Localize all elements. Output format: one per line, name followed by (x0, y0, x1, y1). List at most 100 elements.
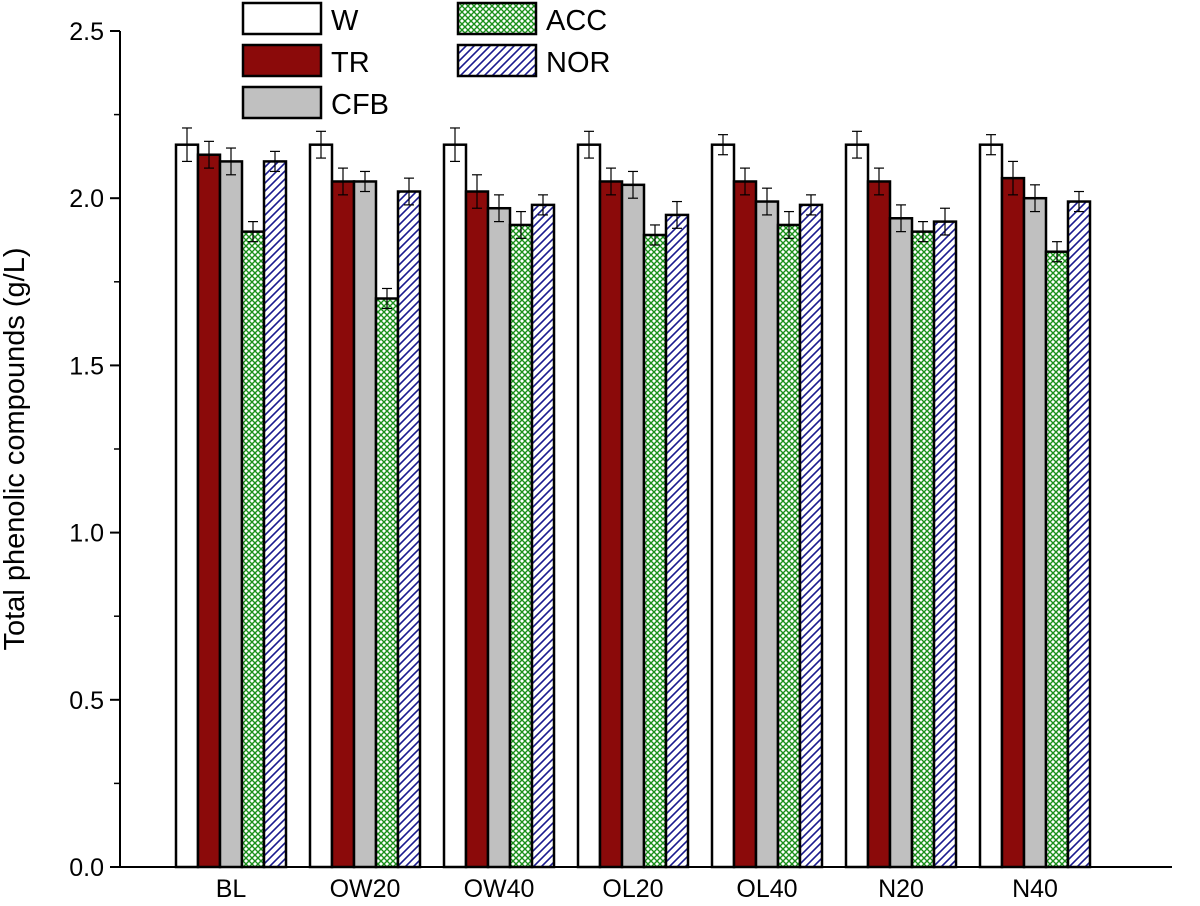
legend-label-nor: NOR (546, 47, 610, 79)
legend-item-w: W (241, 1, 359, 37)
error-bar-tr-n20 (874, 167, 884, 196)
x-tick-label-bl: BL (216, 875, 247, 903)
y-tick-label-2.5: 2.5 (69, 18, 104, 46)
bar-nor-n20 (932, 220, 958, 869)
error-bar-nor-n20 (940, 207, 950, 236)
bar-cfb-ol40 (754, 200, 780, 869)
error-bar-cfb-ow20 (360, 170, 370, 193)
bar-nor-ow20 (396, 190, 422, 869)
y-tick-label-2.0: 2.0 (69, 185, 104, 213)
legend: W TR CFB ACC NOR (241, 1, 610, 121)
error-bar-tr-ow20 (338, 167, 348, 196)
bar-tr-ow20 (330, 180, 356, 869)
bar-cfb-n40 (1022, 196, 1048, 869)
legend-item-nor: NOR (456, 43, 610, 79)
bar-tr-n20 (866, 180, 892, 869)
legend-item-cfb: CFB (241, 85, 389, 121)
bar-acc-bl (240, 230, 266, 869)
legend-label-acc: ACC (546, 5, 607, 37)
error-bar-w-ow40 (450, 127, 460, 163)
error-bar-cfb-ow40 (494, 194, 504, 223)
bar-nor-ow40 (530, 203, 556, 869)
legend-swatch-w (241, 1, 323, 36)
error-bar-acc-ow40 (516, 210, 526, 239)
x-tick-label-n20: N20 (878, 875, 924, 903)
error-bar-tr-ol20 (606, 167, 616, 196)
legend-swatch-acc (456, 1, 538, 36)
legend-item-acc: ACC (456, 1, 607, 37)
bar-w-ol40 (710, 143, 736, 869)
legend-swatch-cfb (241, 85, 323, 120)
bar-tr-ow40 (464, 190, 490, 869)
error-bar-tr-bl (204, 140, 214, 169)
bar-cfb-ol20 (620, 183, 646, 869)
bar-nor-ol20 (664, 213, 690, 869)
bar-cfb-ow40 (486, 206, 512, 869)
legend-label-tr: TR (331, 47, 370, 79)
plot-area (174, 127, 1092, 869)
error-bar-w-ol20 (584, 130, 594, 159)
legend-label-w: W (331, 5, 359, 37)
error-bar-nor-n40 (1074, 190, 1084, 213)
y-tick-label-1.0: 1.0 (69, 520, 104, 548)
error-bar-w-ol40 (718, 134, 728, 156)
bar-tr-ol40 (732, 180, 758, 869)
bar-w-ol20 (576, 143, 602, 869)
error-bar-w-n40 (986, 134, 996, 156)
axes: BL OW20 OW40 OL20 OL40 N20 N40 0.0 0.5 1.0 1.5 2.0 2… (0, 18, 1172, 903)
x-tick-label-ol40: OL40 (736, 875, 797, 903)
error-bar-cfb-ol40 (762, 187, 772, 216)
bar-w-ow20 (308, 143, 334, 869)
error-bar-acc-ol40 (784, 210, 794, 239)
bar-cfb-n20 (888, 217, 914, 869)
bar-w-n20 (844, 143, 870, 869)
x-tick-label-n40: N40 (1012, 875, 1058, 903)
error-bar-cfb-n40 (1030, 184, 1040, 213)
y-tick-label-1.5: 1.5 (69, 352, 104, 380)
bar-nor-ol40 (798, 203, 824, 869)
legend-swatch-nor (456, 43, 538, 78)
error-bar-cfb-bl (226, 147, 236, 176)
bar-cfb-ow20 (352, 180, 378, 869)
error-bar-acc-ow20 (382, 287, 392, 310)
y-axis-label: Total phenolic compounds (g/L) (0, 247, 31, 650)
bar-acc-ow20 (374, 297, 400, 869)
error-bar-w-bl (182, 127, 192, 163)
bar-w-ow40 (442, 143, 468, 869)
error-bar-nor-ol40 (806, 194, 816, 216)
x-tick-label-ow20: OW20 (330, 875, 401, 903)
y-tick-label-0.5: 0.5 (69, 687, 104, 715)
error-bar-nor-ow20 (404, 177, 414, 206)
legend-label-cfb: CFB (331, 89, 389, 121)
bar-nor-n40 (1066, 200, 1092, 869)
error-bar-nor-bl (270, 150, 280, 173)
legend-item-tr: TR (241, 43, 370, 79)
bar-acc-n20 (910, 230, 936, 869)
bar-w-bl (174, 143, 200, 869)
error-bar-acc-ol20 (650, 224, 660, 246)
x-tick-label-ol20: OL20 (602, 875, 663, 903)
error-bar-tr-ol40 (740, 167, 750, 196)
bar-acc-n40 (1044, 250, 1070, 869)
bar-nor-bl (262, 160, 288, 869)
bar-acc-ol40 (776, 223, 802, 869)
error-bar-w-ow20 (316, 130, 326, 159)
error-bar-cfb-n20 (896, 204, 906, 233)
error-bar-w-n20 (852, 130, 862, 159)
error-bar-nor-ow40 (538, 194, 548, 216)
bar-tr-bl (196, 153, 222, 869)
legend-swatch-tr (241, 43, 323, 78)
bar-acc-ow40 (508, 223, 534, 869)
bar-tr-ol20 (598, 180, 624, 869)
error-bar-acc-bl (248, 221, 258, 243)
bar-cfb-bl (218, 160, 244, 869)
bar-tr-n40 (1000, 176, 1026, 869)
bar-w-n40 (978, 143, 1004, 869)
error-bar-tr-n40 (1008, 160, 1018, 196)
bar-acc-ol20 (642, 233, 668, 869)
y-tick-label-0.0: 0.0 (69, 854, 104, 882)
error-bar-tr-ow40 (472, 174, 482, 209)
error-bar-acc-n40 (1052, 241, 1062, 263)
error-bar-nor-ol20 (672, 200, 682, 229)
